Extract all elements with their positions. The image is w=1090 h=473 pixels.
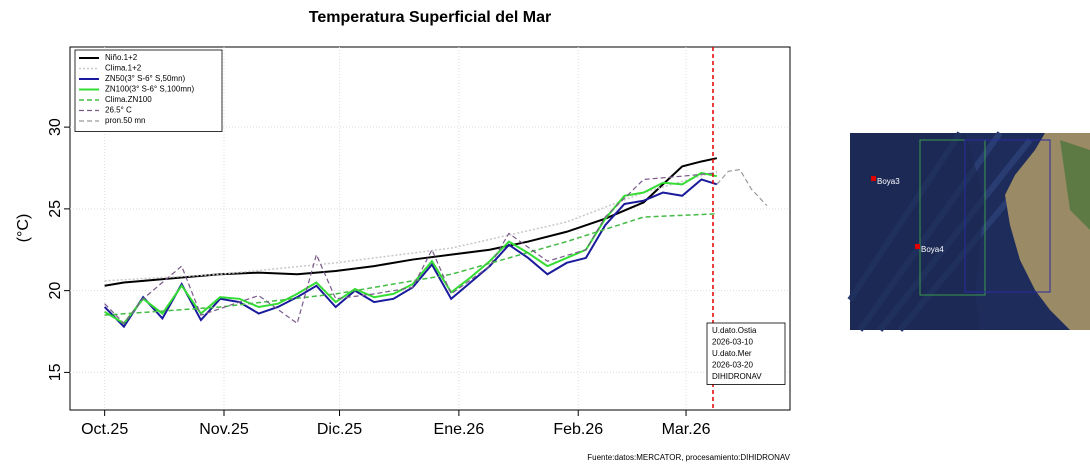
annotation-text: DIHIDRONAV [712,372,762,381]
x-tick-label: Oct.25 [81,421,128,438]
series-line [716,168,768,207]
y-tick-label: 25 [47,200,64,218]
x-tick-label: Dic.25 [317,421,362,438]
legend-label: Niño.1+2 [105,53,138,62]
buoy-marker [915,244,920,249]
map-zone-50 [964,139,1051,293]
legend-box [74,49,223,132]
series-line [104,171,718,325]
legend-label: ZN100(3° S-6° S,100mn) [105,85,194,94]
map-vegetation [1060,140,1090,230]
buoy-label: Boya3 [877,177,900,186]
y-tick-label: 20 [47,282,64,300]
source: Fuente:datos:MERCATOR, procesamiento:DIH… [587,453,790,462]
legend-label: ZN50(3° S-6° S,50mn) [105,74,186,83]
y-tick-label: 15 [47,363,64,381]
series-line [104,170,718,282]
legend-label: Clima.ZN100 [105,95,152,104]
map: Boya3 Boya4 [847,131,1090,332]
series-line [104,157,718,287]
buoy-marker [871,176,876,181]
y-axis-label: (°C) [15,214,32,243]
chart-title: Temperatura Superficial del Mar [309,9,551,26]
x-tick-label: Ene.26 [434,421,485,438]
map-deep [850,133,985,330]
y-tick-label: 30 [47,118,64,136]
legend-label: 26.5° C [105,106,132,115]
x-tick-label: Feb.26 [553,421,603,438]
buoy-label: Boya4 [921,245,944,254]
annotation-text: 2026-03-10 [712,338,753,347]
legend-label: Clima.1+2 [105,64,142,73]
series-line [103,178,718,329]
plot-frame [69,46,791,411]
x-tick-label: Nov.25 [199,421,249,438]
map-zone-100 [919,139,986,296]
legend-label: pron.50 mn [105,116,145,125]
series-line [104,213,717,316]
annotation-text: U.dato.Mer [712,349,752,358]
annotation-text: U.dato.Ostia [712,326,757,335]
x-tick-label: Mar.26 [662,421,711,438]
annotation-text: 2026-03-20 [712,361,753,370]
annotation-box [706,322,786,385]
series-line [104,172,717,325]
